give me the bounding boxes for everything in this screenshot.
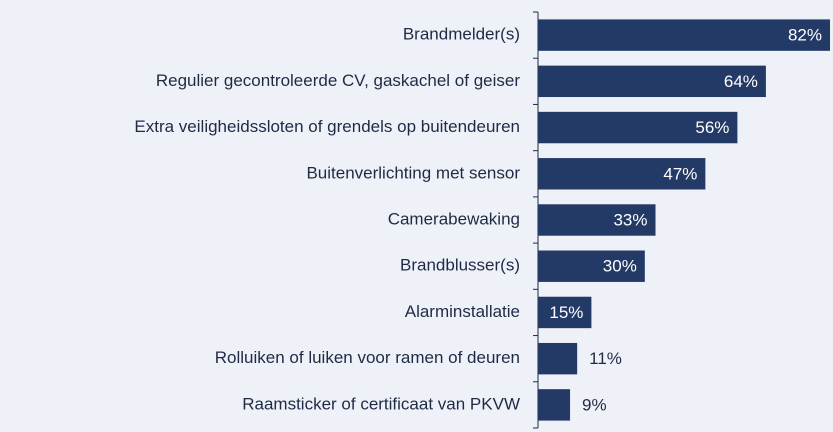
- category-label: Rolluiken of luiken voor ramen of deuren: [215, 348, 520, 367]
- bar: [538, 111, 738, 144]
- value-label: 47%: [663, 164, 697, 183]
- value-label: 15%: [549, 303, 583, 322]
- value-label: 64%: [724, 72, 758, 91]
- bar: [538, 65, 766, 98]
- bar: [538, 158, 706, 190]
- bar: [538, 342, 578, 375]
- bar: [538, 250, 645, 282]
- bar: [538, 19, 830, 51]
- category-label: Regulier gecontroleerde CV, gaskachel of…: [156, 71, 520, 90]
- bar: [538, 204, 656, 236]
- category-label: Buitenverlichting met sensor: [306, 163, 520, 182]
- category-label: Brandmelder(s): [403, 25, 520, 44]
- bar: [538, 296, 592, 329]
- category-label: Extra veiligheidssloten of grendels op b…: [134, 117, 520, 136]
- value-label: 9%: [582, 395, 607, 414]
- value-label: 56%: [695, 118, 729, 137]
- bar: [538, 389, 571, 421]
- category-label: Raamsticker of certificaat van PKVW: [242, 394, 520, 413]
- category-label: Camerabewaking: [388, 209, 520, 228]
- category-label: Brandblusser(s): [400, 256, 520, 275]
- value-label: 11%: [589, 349, 622, 368]
- value-label: 33%: [613, 210, 647, 229]
- category-label: Alarminstallatie: [405, 302, 520, 321]
- value-label: 30%: [603, 257, 637, 276]
- value-label: 82%: [788, 26, 822, 45]
